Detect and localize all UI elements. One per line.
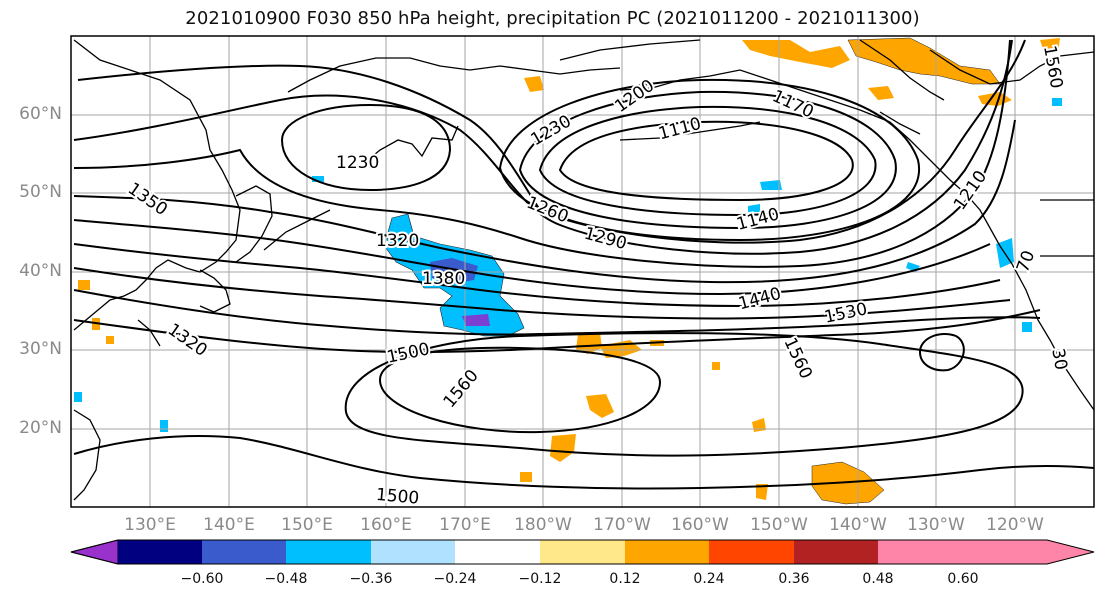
lon-label: 130°E xyxy=(124,515,176,535)
lon-label: 140°W xyxy=(829,515,887,535)
colorbar-segment xyxy=(202,540,286,564)
contour-label: 1230 xyxy=(336,153,379,173)
colorbar-segment xyxy=(794,540,878,564)
colorbar-segment xyxy=(540,540,625,564)
colorbar-tick-label: 0.36 xyxy=(778,571,810,587)
lon-label: 180°W xyxy=(514,515,572,535)
lon-label: 140°E xyxy=(203,515,255,535)
lat-label: 50°N xyxy=(19,182,62,202)
map-frame xyxy=(70,35,1095,508)
colorbar-tick-label: −0.36 xyxy=(349,571,393,587)
lon-label: 150°W xyxy=(750,515,808,535)
lat-label: 60°N xyxy=(19,104,62,124)
lon-label: 160°W xyxy=(671,515,729,535)
colorbar-segment xyxy=(625,540,709,564)
lat-label: 20°N xyxy=(19,418,62,438)
colorbar-extend-low xyxy=(70,539,119,565)
map-panel: 1230 1200 1170 1110 1230 1350 1260 1290 … xyxy=(71,36,1094,509)
colorbar-tick-label: 0.12 xyxy=(609,571,641,587)
colorbar xyxy=(70,539,1095,565)
lat-label: 30°N xyxy=(19,339,62,359)
height-contours xyxy=(73,39,1094,490)
lon-label: 170°E xyxy=(439,515,491,535)
colorbar-segment xyxy=(118,540,202,564)
colorbar-segment xyxy=(878,540,963,564)
colorbar-tick-label: −0.12 xyxy=(518,571,562,587)
colorbar-tick-label: 0.60 xyxy=(947,571,979,587)
lon-label: 150°E xyxy=(281,515,333,535)
colorbar-extend-high xyxy=(963,540,1094,564)
contour-label: 1500 xyxy=(375,485,420,509)
lon-label: 170°W xyxy=(593,515,651,535)
colorbar-tick-label: −0.24 xyxy=(433,571,477,587)
colorbar-segment xyxy=(286,540,371,564)
lon-label: 130°W xyxy=(907,515,965,535)
contour-label: 30 xyxy=(1047,347,1070,372)
colorbar-segment xyxy=(709,540,794,564)
lat-label: 40°N xyxy=(19,261,62,281)
colorbar-tick-label: 0.24 xyxy=(693,571,725,587)
colorbar-tick-label: −0.48 xyxy=(264,571,308,587)
contour-label: 1320 xyxy=(376,231,419,251)
colorbar-tick-label: −0.60 xyxy=(180,571,224,587)
colorbar-segment xyxy=(455,540,540,564)
colorbar-outline xyxy=(70,539,1095,565)
lon-label: 120°W xyxy=(986,515,1044,535)
colorbar-tick-label: 0.48 xyxy=(862,571,894,587)
contour-label: 1380 xyxy=(422,269,465,289)
colorbar-segment xyxy=(371,540,455,564)
lon-label: 160°E xyxy=(360,515,412,535)
map-title: 2021010900 F030 850 hPa height, precipit… xyxy=(185,8,920,29)
